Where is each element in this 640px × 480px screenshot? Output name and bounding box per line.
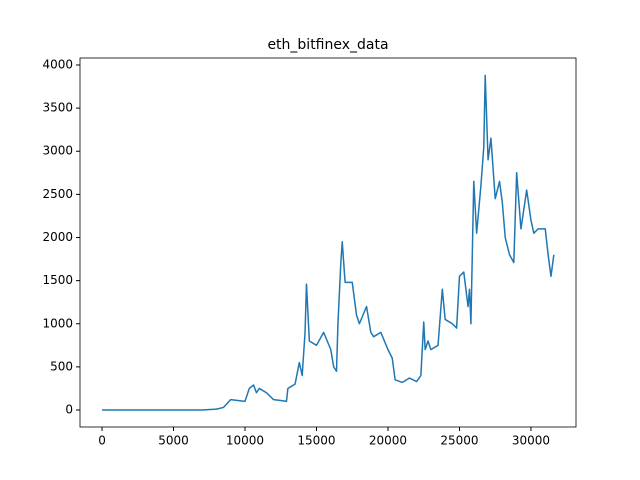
x-tick-label: 5000 [158, 434, 189, 448]
line [102, 74, 555, 411]
y-tick-label: 500 [50, 359, 73, 373]
x-tick-label: 30000 [512, 434, 550, 448]
x-tick-label: 0 [98, 434, 106, 448]
plot-frame [79, 57, 577, 428]
y-tick-label: 2000 [42, 230, 73, 244]
y-tick-label: 4000 [42, 57, 73, 71]
x-tick-label: 10000 [226, 434, 264, 448]
x-tick-label: 20000 [369, 434, 407, 448]
y-tick-label: 1000 [42, 316, 73, 330]
x-tick-label: 15000 [297, 434, 335, 448]
x-tick-label: 25000 [440, 434, 478, 448]
y-tick-label: 3000 [42, 144, 73, 158]
y-tick-label: 0 [65, 403, 73, 417]
y-tick-label: 3500 [42, 101, 73, 115]
y-tick-label: 2500 [42, 187, 73, 201]
y-tick-label: 1500 [42, 273, 73, 287]
chart-title: eth_bitfinex_data [267, 37, 388, 53]
